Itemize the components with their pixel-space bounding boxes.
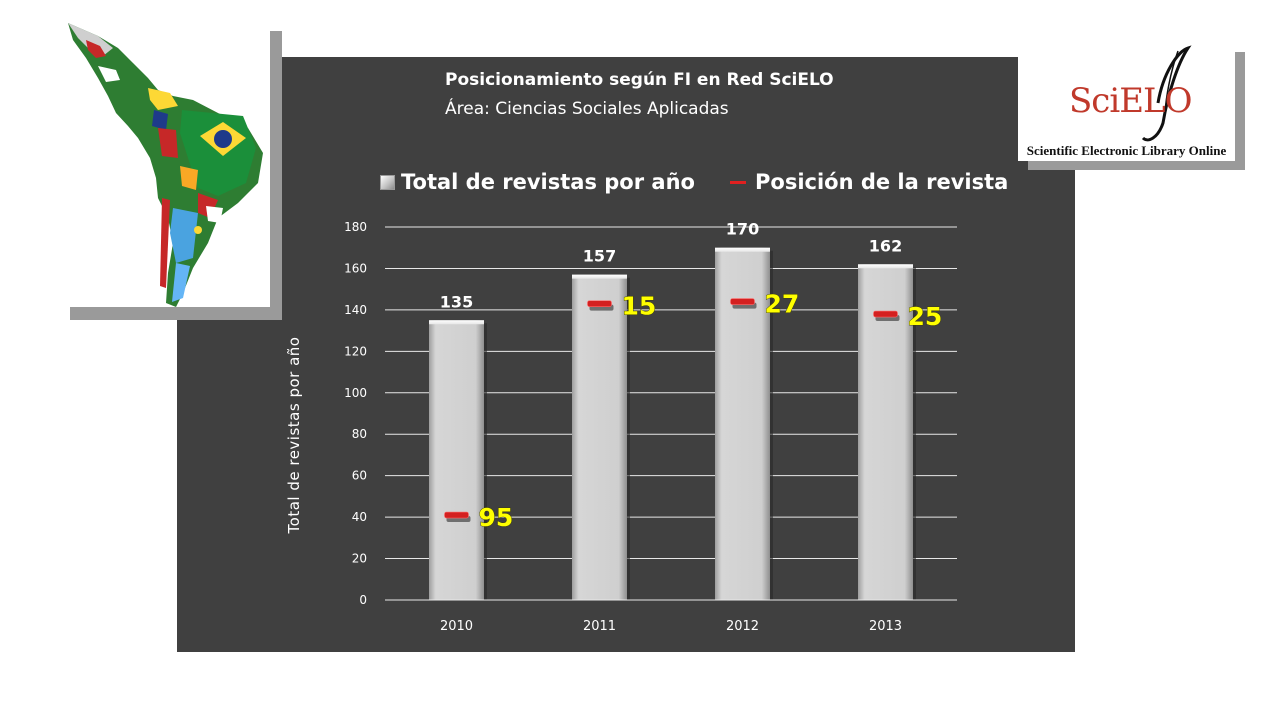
position-label: 27 — [765, 290, 800, 319]
bar-value-label: 162 — [869, 236, 902, 255]
bar-cap — [572, 274, 627, 279]
legend-item-bars: Total de revistas por año — [380, 168, 695, 196]
position-marker — [587, 300, 612, 307]
legend-item-position: Posición de la revista — [730, 168, 1008, 196]
legend-bar-swatch-icon — [380, 174, 395, 190]
y-tick-label: 120 — [344, 344, 367, 358]
bar-cap — [858, 264, 913, 269]
y-tick-label: 180 — [344, 220, 367, 234]
y-tick-label: 140 — [344, 303, 367, 317]
position-label: 95 — [479, 503, 514, 532]
y-tick-label: 20 — [352, 552, 367, 566]
latin-america-map-image — [58, 18, 270, 307]
y-tick-label: 60 — [352, 469, 367, 483]
position-marker — [873, 310, 898, 318]
position-label: 15 — [622, 292, 657, 321]
bar — [429, 320, 484, 600]
x-tick-label: 2010 — [440, 619, 473, 634]
scielo-wordmark: SciELO — [1069, 81, 1192, 121]
position-label: 25 — [908, 302, 943, 331]
x-tick-label: 2011 — [583, 619, 616, 634]
legend-bars-label: Total de revistas por año — [401, 170, 695, 194]
scielo-logo: SciELO Scientific Electronic Library Onl… — [1018, 43, 1235, 161]
y-tick-label: 160 — [344, 261, 367, 275]
bar-cap — [715, 247, 770, 252]
bar-value-label: 170 — [726, 220, 759, 239]
position-marker — [444, 511, 469, 519]
bar-cap — [429, 320, 484, 325]
bar-value-label: 135 — [440, 292, 473, 311]
scielo-swoosh-icon — [1141, 45, 1192, 142]
position-marker — [730, 298, 755, 305]
y-tick-label: 0 — [359, 593, 367, 607]
chart-title: Posicionamiento según FI en Red SciELO — [445, 70, 834, 90]
legend-marker-swatch-icon — [730, 180, 746, 184]
x-tick-label: 2012 — [726, 619, 759, 634]
chart-subtitle: Área: Ciencias Sociales Aplicadas — [445, 99, 729, 119]
y-tick-label: 100 — [344, 386, 367, 400]
legend-position-label: Posición de la revista — [755, 170, 1009, 194]
y-tick-label: 80 — [352, 427, 367, 441]
x-tick-label: 2013 — [869, 619, 902, 634]
bar-value-label: 157 — [583, 247, 616, 266]
bar — [572, 274, 627, 600]
latin-america-map-icon — [68, 23, 263, 307]
scielo-caption: Scientific Electronic Library Online — [1026, 143, 1227, 158]
y-tick-label: 40 — [352, 510, 367, 524]
